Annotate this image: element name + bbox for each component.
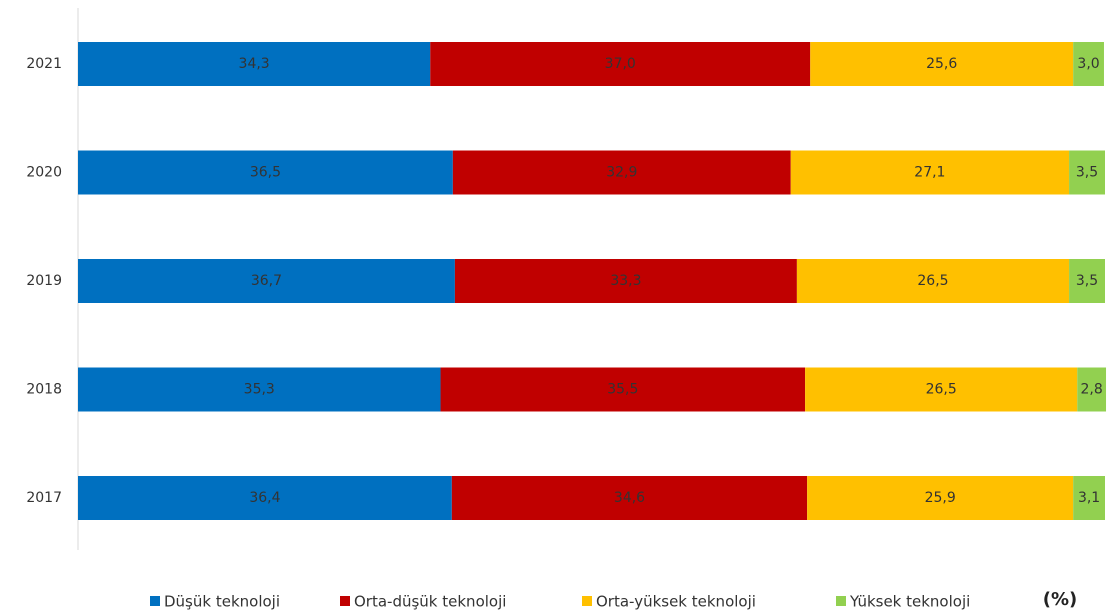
bar-segment: [78, 259, 455, 303]
bar-segment: [807, 476, 1074, 520]
bar-segment: [805, 367, 1078, 412]
data-label: 36,4: [249, 490, 280, 506]
legend-swatch: [582, 596, 592, 606]
data-label: 36,5: [250, 165, 281, 181]
y-tick-label: 2018: [26, 382, 62, 398]
data-label: 36,7: [251, 273, 282, 289]
data-label: 35,5: [607, 382, 638, 398]
data-label: 35,3: [244, 382, 275, 398]
bar-segment: [440, 367, 806, 412]
data-label: 3,1: [1078, 490, 1100, 506]
bar-segment: [1069, 259, 1105, 303]
y-tick-label: 2021: [26, 56, 62, 72]
data-label: 25,9: [925, 490, 956, 506]
legend-label: Orta-düşük teknoloji: [354, 593, 506, 611]
data-label: 32,9: [606, 165, 637, 181]
data-label: 3,5: [1076, 165, 1098, 181]
bar-segment: [430, 42, 811, 86]
legend-label: Orta-yüksek teknoloji: [596, 593, 756, 611]
data-label: 33,3: [610, 273, 641, 289]
legend-label: Düşük teknoloji: [164, 593, 280, 611]
bar-segment: [78, 367, 441, 412]
data-label: 3,5: [1076, 273, 1098, 289]
bar-segment: [451, 476, 808, 520]
unit-label: (%): [1043, 589, 1078, 610]
bar-segment: [810, 42, 1074, 86]
data-label: 25,6: [926, 56, 957, 72]
legend-swatch: [836, 596, 846, 606]
data-label: 37,0: [605, 56, 636, 72]
y-tick-label: 2019: [26, 273, 62, 289]
data-label: 34,3: [239, 56, 270, 72]
bar-segment: [796, 259, 1070, 303]
bar-segment: [78, 476, 452, 520]
legend-swatch: [340, 596, 350, 606]
legend-swatch: [150, 596, 160, 606]
bar-segment: [790, 150, 1070, 195]
bar-segment: [78, 150, 453, 195]
bar-segment: [452, 150, 791, 195]
y-tick-label: 2017: [26, 490, 62, 506]
data-label: 26,5: [926, 382, 957, 398]
bar-segment: [454, 259, 797, 303]
bar-segment: [1073, 476, 1105, 520]
data-label: 3,0: [1077, 56, 1099, 72]
y-tick-label: 2020: [26, 165, 62, 181]
data-label: 26,5: [917, 273, 948, 289]
bar-segment: [78, 42, 431, 86]
bar-segment: [1073, 42, 1104, 86]
legend-label: Yüksek teknoloji: [849, 593, 970, 611]
bar-segment: [1069, 150, 1105, 195]
data-label: 34,6: [614, 490, 645, 506]
bar-segment: [1077, 367, 1107, 412]
data-label: 27,1: [914, 165, 945, 181]
data-label: 2,8: [1081, 382, 1103, 398]
